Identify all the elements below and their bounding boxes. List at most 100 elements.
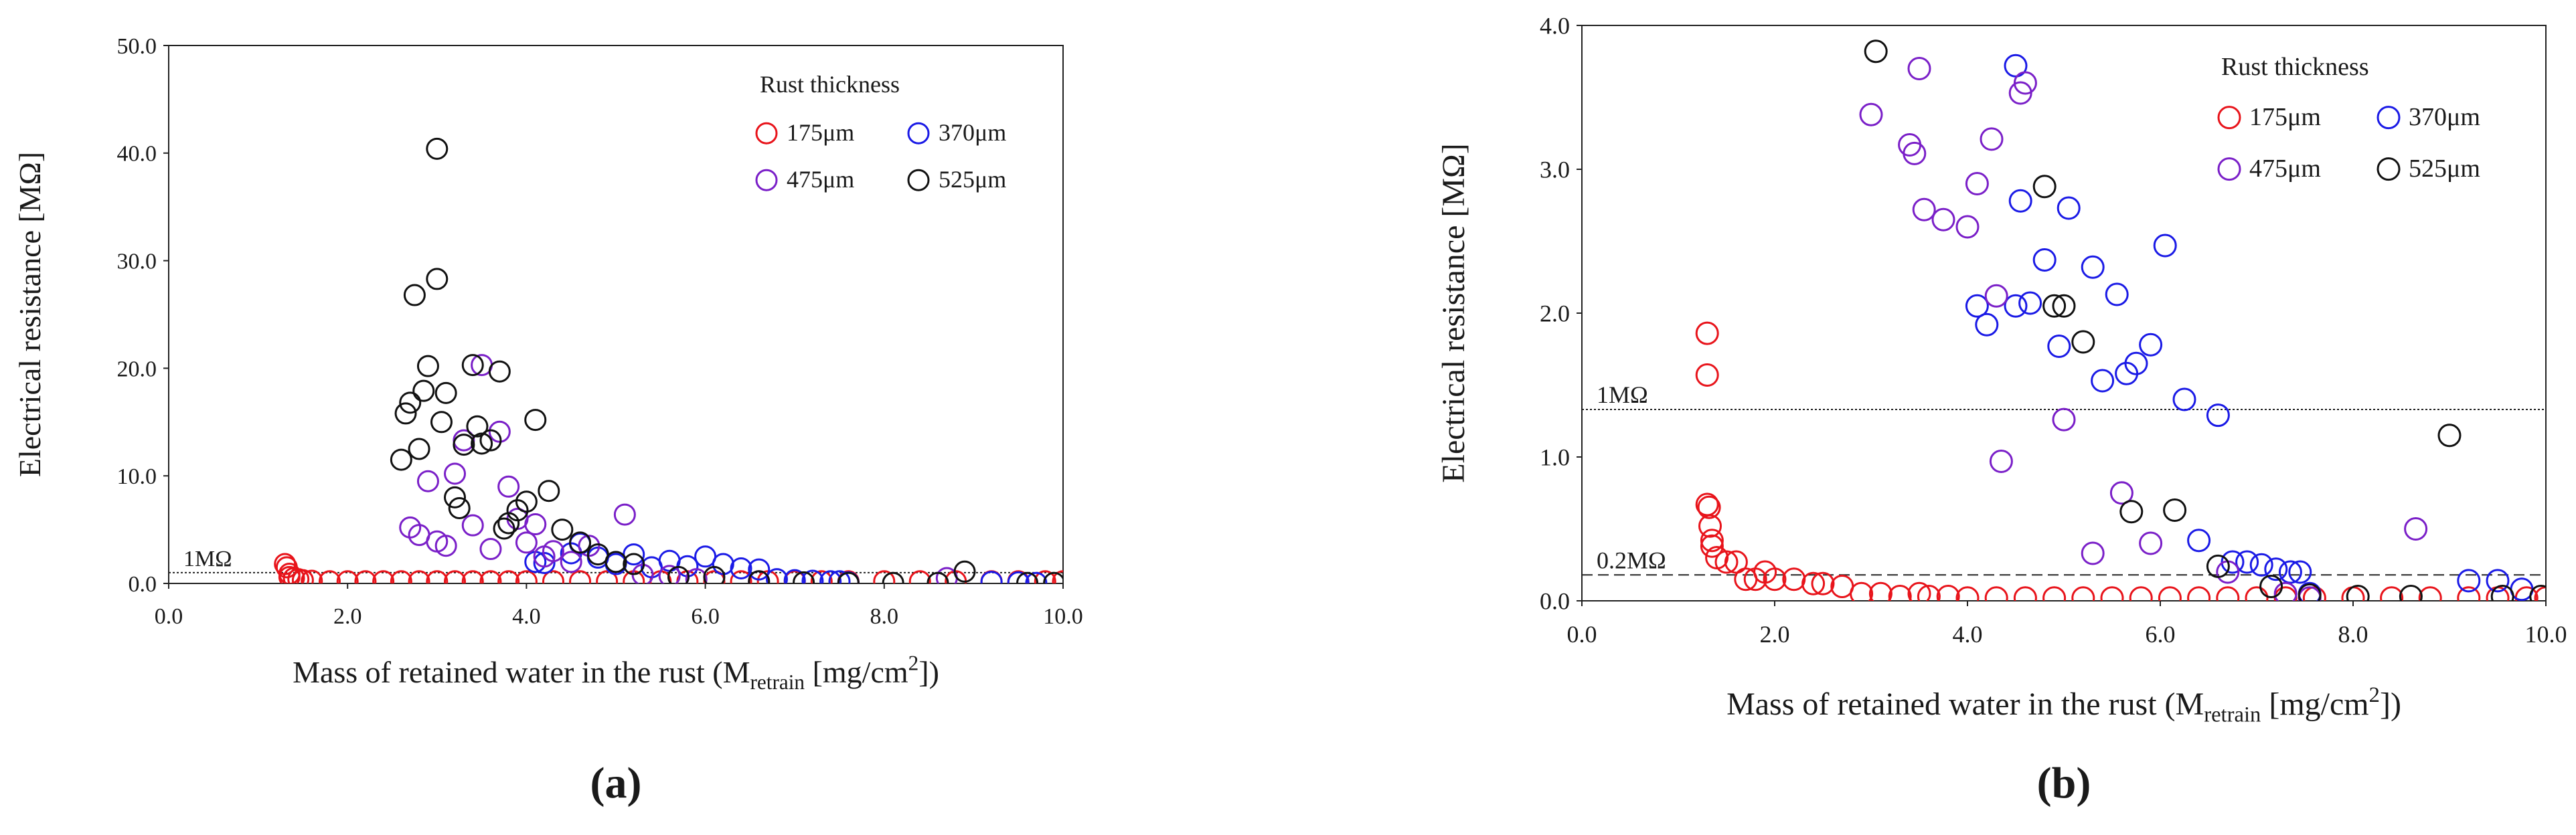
- data-point: [444, 486, 467, 508]
- data-point: [416, 355, 439, 377]
- data-point: [399, 391, 422, 414]
- x-axis-label-superscript: 2: [2369, 683, 2380, 707]
- data-point: [873, 570, 896, 583]
- y-tick-label: 0.0: [129, 572, 157, 597]
- y-tick-label: 20.0: [117, 357, 157, 381]
- data-point: [2534, 586, 2546, 601]
- data-point: [408, 438, 430, 460]
- data-point: [569, 531, 592, 554]
- data-point: [605, 551, 627, 573]
- data-point: [1955, 215, 1980, 239]
- data-point: [1697, 495, 1721, 519]
- data-point: [2235, 550, 2259, 574]
- data-point: [390, 570, 412, 583]
- legend-marker: [2377, 106, 2401, 130]
- data-point: [2163, 498, 2187, 523]
- data-point: [466, 415, 489, 438]
- data-point: [1811, 571, 1835, 595]
- data-point: [1955, 586, 1980, 601]
- y-tick-label: 4.0: [1540, 13, 1570, 39]
- x-tick-label: 4.0: [1953, 621, 1983, 648]
- data-point: [283, 567, 305, 583]
- data-point: [399, 516, 422, 539]
- x-tick-label: 4.0: [512, 604, 541, 629]
- legend-title: Rust thickness: [760, 71, 900, 98]
- data-point: [1965, 172, 1989, 195]
- data-point: [444, 570, 467, 583]
- data-point: [1984, 586, 2008, 601]
- plot-frame: [1581, 25, 2547, 601]
- x-tick-label: 0.0: [1567, 621, 1597, 648]
- data-point: [1907, 581, 1931, 601]
- data-point: [1034, 570, 1056, 583]
- data-point: [2249, 553, 2273, 577]
- data-point: [291, 569, 314, 583]
- data-point: [461, 354, 484, 377]
- data-point: [448, 496, 471, 519]
- data-point: [2206, 403, 2230, 428]
- data-point: [980, 571, 1003, 583]
- data-point: [524, 409, 547, 432]
- data-point: [1931, 207, 1955, 231]
- data-point: [793, 571, 815, 583]
- y-tick-label: 10.0: [117, 464, 157, 489]
- legend-marker: [2217, 106, 2241, 130]
- data-point: [2004, 294, 2028, 318]
- data-point: [1698, 514, 1722, 538]
- data-point: [1868, 581, 1893, 601]
- x-axis-label-end: ]): [2380, 686, 2401, 722]
- data-point: [2105, 282, 2129, 306]
- data-point: [2216, 586, 2240, 601]
- data-point: [623, 553, 645, 575]
- data-point: [2052, 294, 2076, 318]
- data-point: [2380, 586, 2404, 601]
- data-point: [1907, 57, 1931, 80]
- data-point: [2081, 255, 2105, 279]
- x-axis-label: Mass of retained water in the rust (Mret…: [1726, 683, 2401, 727]
- data-point: [1859, 102, 1883, 126]
- data-point: [453, 434, 475, 456]
- data-point: [301, 569, 323, 583]
- y-tick-label: 2.0: [1540, 300, 1570, 327]
- data-point: [2302, 586, 2326, 601]
- data-point: [2032, 248, 2057, 272]
- plot-frame: [168, 45, 1064, 584]
- data-point: [1980, 127, 2004, 151]
- data-point: [2288, 560, 2312, 584]
- data-point: [542, 570, 564, 583]
- x-axis-label-superscript: 2: [908, 652, 919, 675]
- x-tick-label: 0.0: [155, 604, 183, 629]
- x-axis-label-end: ]): [918, 655, 939, 689]
- data-point: [2071, 586, 2095, 601]
- data-point: [2206, 554, 2230, 578]
- data-point: [1830, 575, 1854, 598]
- series-475μm: [1859, 57, 2428, 601]
- data-point: [1007, 571, 1030, 583]
- data-point: [1753, 560, 1777, 584]
- x-axis-label-subscript: retrain: [750, 670, 805, 694]
- data-point: [1743, 567, 1767, 591]
- data-point: [2139, 333, 2163, 357]
- data-point: [2124, 351, 2148, 375]
- data-point: [471, 432, 493, 455]
- data-point: [1763, 567, 1787, 591]
- data-point: [1975, 312, 1999, 337]
- y-tick-label: 0.0: [1540, 588, 1570, 615]
- data-point: [524, 513, 547, 536]
- data-point: [1801, 571, 1826, 595]
- data-points: [274, 137, 1063, 583]
- data-point: [819, 570, 842, 583]
- y-tick-label: 3.0: [1540, 157, 1570, 183]
- data-point: [2298, 583, 2322, 601]
- data-point: [2486, 569, 2510, 593]
- data-point: [2158, 586, 2182, 601]
- data-point: [542, 540, 564, 563]
- data-point: [461, 514, 484, 537]
- series-525μm: [1864, 39, 2546, 601]
- data-point: [2187, 529, 2211, 553]
- data-point: [2457, 569, 2481, 593]
- data-point: [1903, 141, 1927, 165]
- data-point: [2259, 575, 2283, 598]
- data-point: [336, 570, 359, 583]
- data-point: [1912, 197, 1936, 221]
